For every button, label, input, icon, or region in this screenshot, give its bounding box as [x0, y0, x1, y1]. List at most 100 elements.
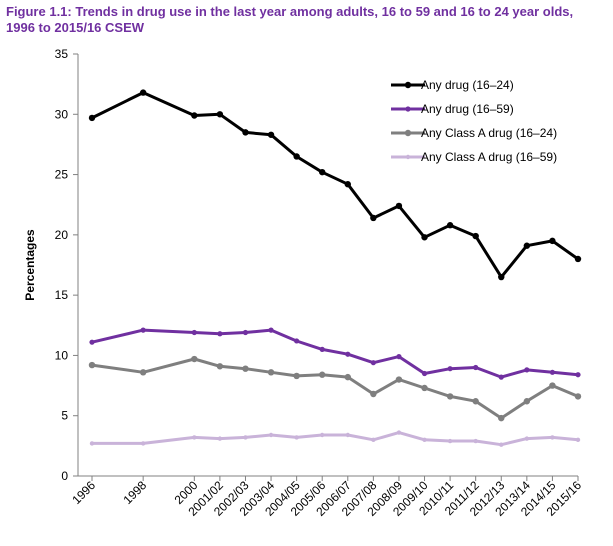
- y-tick-label: 5: [61, 409, 68, 423]
- series-line: [90, 357, 580, 420]
- chart-title-line-1: Figure 1.1: Trends in drug use in the la…: [6, 4, 574, 19]
- data-point: [524, 436, 530, 441]
- legend-label: Any drug (16–24): [421, 78, 514, 92]
- data-point: [549, 237, 556, 245]
- data-point: [345, 351, 351, 357]
- data-point: [88, 361, 96, 369]
- y-tick-label: 20: [55, 228, 69, 242]
- legend-swatch-marker: [404, 129, 412, 137]
- legend-swatch-marker: [405, 154, 411, 160]
- data-point: [472, 232, 479, 240]
- series-line: [90, 431, 580, 447]
- data-point: [421, 370, 428, 377]
- series-line: [90, 328, 580, 379]
- data-point: [446, 393, 454, 400]
- data-point: [395, 202, 403, 210]
- data-point: [243, 435, 248, 440]
- data-point: [498, 273, 505, 281]
- data-point: [319, 346, 325, 352]
- data-point: [293, 153, 300, 160]
- legend-swatch-marker: [404, 81, 412, 89]
- legend-item: Any drug (16–24): [391, 78, 514, 92]
- data-point: [192, 435, 197, 440]
- data-point: [422, 437, 427, 443]
- data-point: [447, 366, 453, 372]
- data-point: [242, 329, 249, 336]
- data-point: [370, 390, 377, 398]
- data-point: [267, 369, 275, 376]
- y-axis-label: Percentages: [23, 229, 37, 301]
- data-point: [242, 365, 249, 372]
- data-point: [473, 438, 478, 444]
- data-point: [294, 435, 299, 440]
- y-tick-label: 0: [61, 469, 68, 483]
- data-point: [396, 430, 402, 435]
- data-point: [320, 432, 325, 438]
- data-point: [421, 234, 428, 241]
- y-tick-label: 15: [55, 288, 69, 302]
- data-point: [268, 327, 274, 333]
- data-point: [574, 255, 582, 263]
- data-point: [140, 327, 146, 333]
- data-point: [447, 438, 453, 444]
- data-point: [523, 398, 531, 405]
- data-point: [396, 354, 402, 360]
- data-point: [550, 435, 555, 440]
- y-tick-label: 10: [55, 348, 69, 362]
- data-point: [499, 442, 504, 447]
- data-point: [549, 382, 556, 389]
- chart-legend: Any drug (16–24) Any drug (16–59) Any Clas…: [391, 78, 557, 164]
- data-point: [217, 436, 223, 441]
- data-point: [344, 373, 351, 381]
- legend-item: Any Class A drug (16–24): [391, 126, 557, 140]
- x-tick-label: 1996: [69, 478, 98, 507]
- data-point: [523, 242, 531, 249]
- data-point: [216, 363, 224, 370]
- legend-label: Any drug (16–59): [421, 102, 514, 116]
- data-point: [242, 129, 249, 136]
- series-3: [88, 355, 582, 422]
- legend-label: Any Class A drug (16–24): [421, 126, 557, 140]
- data-point: [498, 374, 504, 380]
- series-4: [89, 430, 581, 447]
- legend-label: Any Class A drug (16–59): [421, 150, 557, 164]
- data-point: [140, 441, 146, 446]
- data-point: [446, 222, 454, 229]
- data-point: [371, 437, 376, 443]
- data-point: [421, 384, 428, 392]
- data-point: [370, 360, 376, 366]
- data-point: [89, 441, 95, 446]
- y-tick-label: 25: [55, 168, 69, 182]
- data-point: [549, 369, 556, 375]
- data-point: [191, 112, 198, 119]
- data-point: [575, 372, 581, 378]
- chart-title: Figure 1.1: Trends in drug use in the la…: [6, 4, 606, 36]
- series-line: [90, 91, 580, 279]
- data-point: [574, 393, 582, 400]
- data-point: [345, 432, 350, 438]
- data-point: [472, 398, 479, 405]
- data-point: [575, 437, 581, 443]
- data-point: [395, 376, 403, 383]
- data-point: [88, 114, 96, 122]
- data-point: [370, 214, 377, 222]
- data-point: [267, 131, 275, 138]
- data-point: [293, 372, 300, 380]
- y-tick-label: 35: [55, 47, 69, 61]
- legend-item: Any drug (16–59): [391, 102, 514, 116]
- series-2: [89, 327, 581, 380]
- series-layer: [88, 89, 582, 447]
- data-point: [89, 339, 95, 345]
- data-point: [139, 369, 147, 376]
- data-point: [524, 367, 530, 373]
- data-point: [139, 89, 147, 96]
- y-tick-label: 30: [55, 107, 69, 121]
- data-point: [344, 181, 351, 188]
- legend-swatch-marker: [405, 106, 411, 112]
- data-point: [268, 432, 274, 438]
- data-point: [294, 338, 300, 344]
- data-point: [473, 364, 479, 371]
- x-tick-label: 1998: [120, 478, 149, 507]
